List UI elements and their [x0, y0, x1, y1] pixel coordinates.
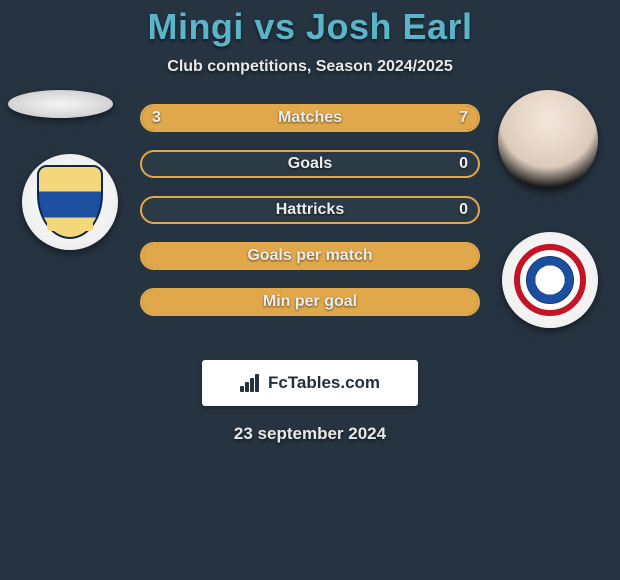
stat-label: Hattricks: [142, 198, 478, 222]
stat-value-right: 0: [459, 198, 468, 222]
infographic-root: Mingi vs Josh Earl Club competitions, Se…: [0, 0, 620, 444]
shield-icon: [37, 165, 103, 239]
player-right-avatar: [498, 90, 598, 190]
bar-chart-icon: [240, 374, 262, 392]
stat-value-right: 7: [459, 106, 468, 130]
stat-bar-goals-per-match: Goals per match: [140, 242, 480, 270]
stat-value-right: 0: [459, 152, 468, 176]
comparison-area: 3 Matches 7 Goals 0 Hattricks 0: [0, 104, 620, 354]
player-left-avatar: [8, 90, 113, 118]
stat-label: Min per goal: [142, 290, 478, 314]
stat-label: Matches: [142, 106, 478, 130]
club-left-crest: [22, 154, 118, 250]
stat-label: Goals: [142, 152, 478, 176]
brand-box: FcTables.com: [202, 360, 418, 406]
stat-bar-goals: Goals 0: [140, 150, 480, 178]
page-subtitle: Club competitions, Season 2024/2025: [0, 58, 620, 76]
stat-bars: 3 Matches 7 Goals 0 Hattricks 0: [140, 104, 480, 334]
stat-bar-matches: 3 Matches 7: [140, 104, 480, 132]
stat-bar-min-per-goal: Min per goal: [140, 288, 480, 316]
date-text: 23 september 2024: [0, 424, 620, 444]
badge-icon: [514, 244, 586, 316]
brand-text: FcTables.com: [268, 373, 380, 393]
club-right-crest: [502, 232, 598, 328]
page-title: Mingi vs Josh Earl: [0, 0, 620, 48]
stat-label: Goals per match: [142, 244, 478, 268]
stat-bar-hattricks: Hattricks 0: [140, 196, 480, 224]
